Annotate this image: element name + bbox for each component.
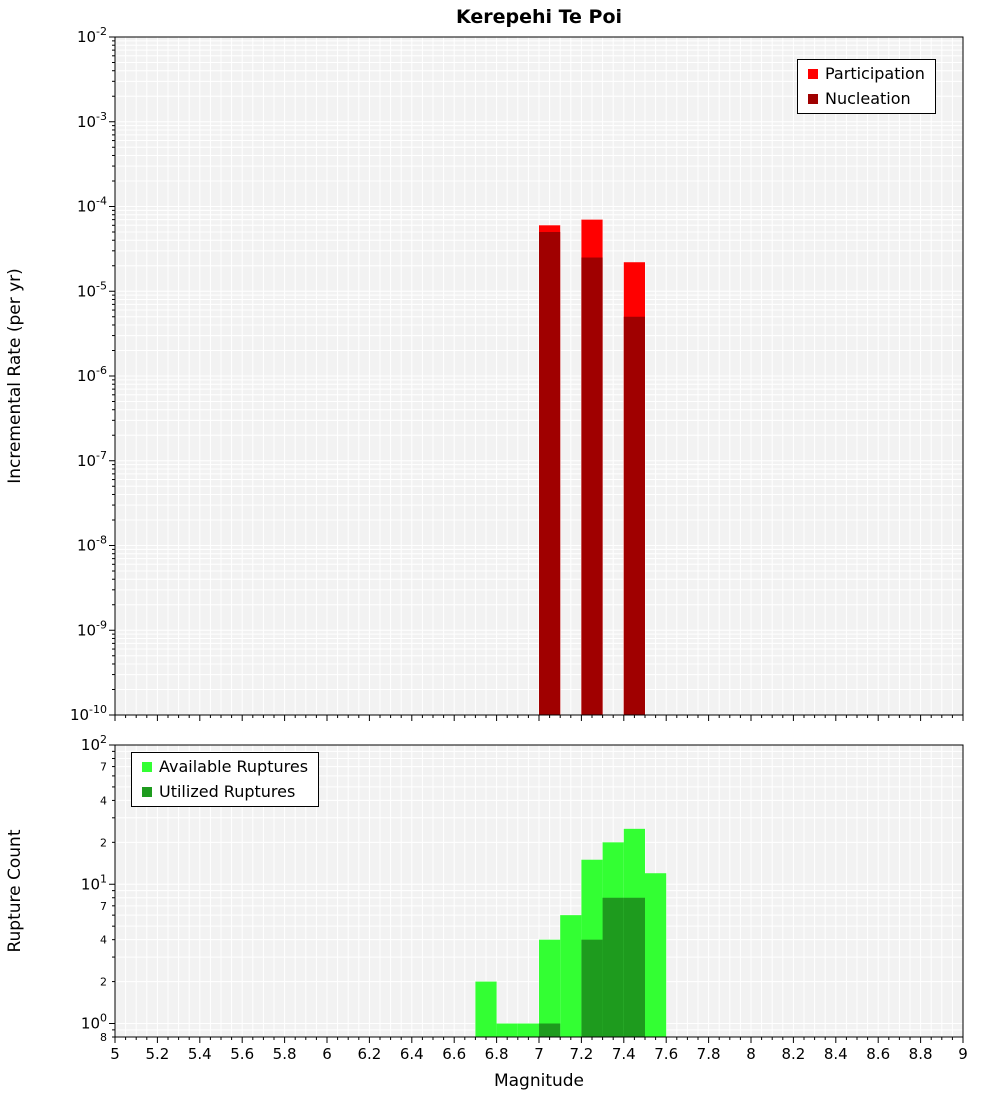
y-tick-label: 10-2 <box>77 25 107 46</box>
x-tick-label: 8.8 <box>909 1045 933 1063</box>
legend-row-nucleation: Nucleation <box>808 91 925 107</box>
y-minor-tick-label: 8 <box>100 1031 107 1044</box>
x-tick-label: 6.4 <box>400 1045 424 1063</box>
bottom-y-axis-title: Rupture Count <box>5 829 25 952</box>
y-tick-label: 10-3 <box>77 110 107 131</box>
y-tick-label: 10-7 <box>77 449 107 470</box>
y-minor-tick-label: 2 <box>100 976 107 989</box>
x-tick-label: 8.6 <box>866 1045 890 1063</box>
x-tick-label: 7.4 <box>612 1045 636 1063</box>
x-tick-label: 8.2 <box>781 1045 805 1063</box>
x-tick-label: 6.2 <box>357 1045 381 1063</box>
axis-ticks <box>109 36 964 721</box>
x-tick-label: 7.2 <box>569 1045 593 1063</box>
y-tick-label: 10-6 <box>77 364 107 385</box>
y-minor-tick-label: 2 <box>100 836 107 849</box>
x-tick-label: 7.6 <box>654 1045 678 1063</box>
y-minor-tick-label: 4 <box>100 934 107 947</box>
bottom-legend: Available Ruptures Utilized Ruptures <box>131 752 320 807</box>
y-tick-label: 10-5 <box>77 279 107 300</box>
x-tick-label: 8.4 <box>824 1045 848 1063</box>
top-legend: Participation Nucleation <box>797 59 936 114</box>
utilized-ruptures-bar <box>602 897 624 1037</box>
y-tick-label: 100 <box>81 1012 107 1033</box>
x-tick-label: 5 <box>110 1045 120 1063</box>
y-minor-tick-label: 7 <box>100 761 107 774</box>
y-tick-label: 101 <box>81 872 107 893</box>
available-ruptures-bar <box>539 939 561 1037</box>
x-axis-title: Magnitude <box>494 1071 584 1091</box>
x-tick-label: 9 <box>958 1045 968 1063</box>
available-ruptures-bar <box>475 981 497 1037</box>
bars <box>539 219 645 716</box>
axis-tick-labels: 10-2 10-3 10-4 10-5 10-6 10-7 10-8 10-9 10-10 <box>70 25 107 724</box>
x-tick-label: 5.2 <box>145 1045 169 1063</box>
axis-ticks <box>109 744 964 1043</box>
utilized-ruptures-bar <box>539 1023 561 1037</box>
x-tick-label: 6 <box>322 1045 332 1063</box>
nucleation-bar <box>539 232 561 715</box>
x-tick-label: 7.8 <box>697 1045 721 1063</box>
y-tick-label: 10-8 <box>77 534 107 555</box>
legend-row-available: Available Ruptures <box>142 759 308 775</box>
available-ruptures-bar <box>645 873 667 1037</box>
y-minor-tick-label: 4 <box>100 794 107 807</box>
utilized-swatch-icon <box>142 787 152 797</box>
available-ruptures-bar <box>517 1023 539 1037</box>
utilized-legend-label: Utilized Ruptures <box>159 782 296 801</box>
x-tick-label: 6.8 <box>485 1045 509 1063</box>
nucleation-bar <box>623 316 645 715</box>
utilized-ruptures-bar <box>581 939 603 1037</box>
nucleation-bar <box>581 257 603 715</box>
available-ruptures-bar <box>560 915 582 1037</box>
legend-row-utilized: Utilized Ruptures <box>142 784 308 800</box>
top-y-axis-title: Incremental Rate (per yr) <box>5 268 25 484</box>
x-tick-label: 6.6 <box>442 1045 466 1063</box>
y-tick-label: 102 <box>81 733 107 754</box>
y-tick-label: 10-9 <box>77 618 107 639</box>
chart-title: Kerepehi Te Poi <box>456 6 622 28</box>
participation-swatch-icon <box>808 69 818 79</box>
y-tick-label: 10-10 <box>70 703 107 724</box>
x-tick-label: 8 <box>746 1045 756 1063</box>
participation-legend-label: Participation <box>825 64 925 83</box>
available-swatch-icon <box>142 762 152 772</box>
legend-row-participation: Participation <box>808 66 925 82</box>
top-plot: 10-2 10-3 10-4 10-5 10-6 10-7 10-8 10-9 10-10 <box>70 25 964 724</box>
x-tick-label: 5.6 <box>230 1045 254 1063</box>
nucleation-swatch-icon <box>808 94 818 104</box>
x-tick-label: 7 <box>534 1045 544 1063</box>
available-ruptures-bar <box>496 1023 518 1037</box>
y-minor-tick-label: 7 <box>100 900 107 913</box>
nucleation-legend-label: Nucleation <box>825 89 911 108</box>
x-tick-label: 5.8 <box>273 1045 297 1063</box>
y-tick-label: 10-4 <box>77 195 107 216</box>
available-legend-label: Available Ruptures <box>159 757 309 776</box>
utilized-ruptures-bar <box>623 897 645 1037</box>
x-tick-label: 5.4 <box>188 1045 212 1063</box>
bars <box>475 828 667 1037</box>
